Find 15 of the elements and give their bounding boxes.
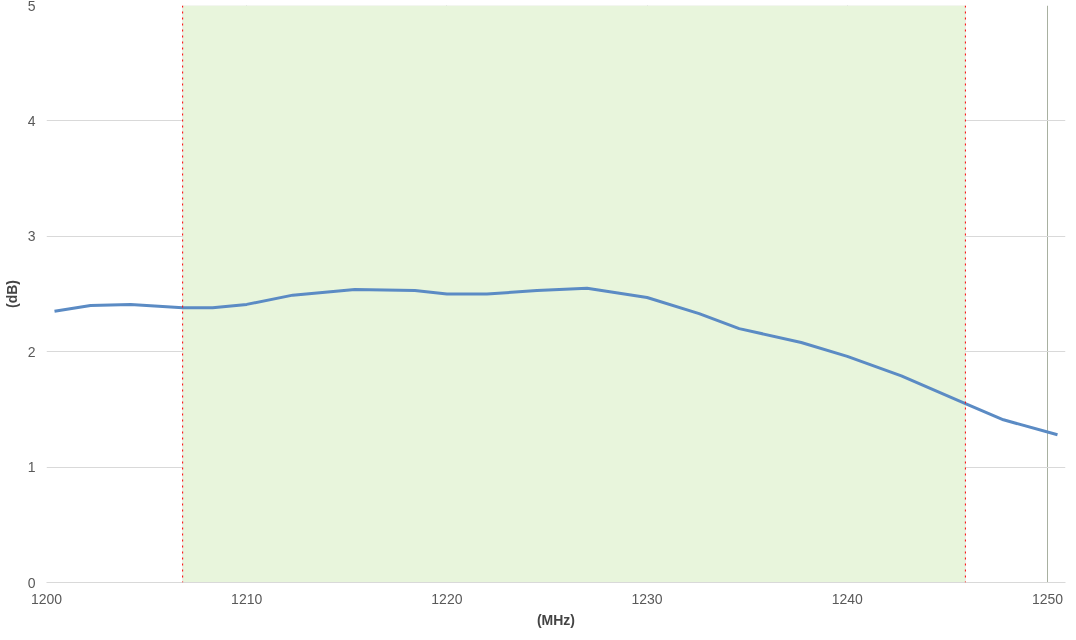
x-tick-label: 1220 — [431, 590, 463, 607]
x-axis-title: (MHz) — [536, 611, 576, 628]
x-tick-label: 1250 — [1031, 590, 1064, 607]
x-tick-label: 1240 — [831, 590, 864, 607]
x-tick-label: 1230 — [631, 590, 663, 607]
x-tick-label: 1200 — [30, 590, 63, 607]
line-series — [53, 286, 1059, 437]
y-tick-label: 0 — [27, 574, 36, 591]
y-tick-label: 2 — [27, 343, 36, 360]
y-tick-label: 3 — [27, 228, 36, 245]
y-tick-label: 4 — [27, 112, 36, 129]
x-tick-label: 1210 — [231, 590, 263, 607]
y-axis-title: (dB) — [3, 279, 20, 308]
y-tick-label: 5 — [27, 0, 36, 14]
y-tick-label: 1 — [27, 459, 36, 476]
